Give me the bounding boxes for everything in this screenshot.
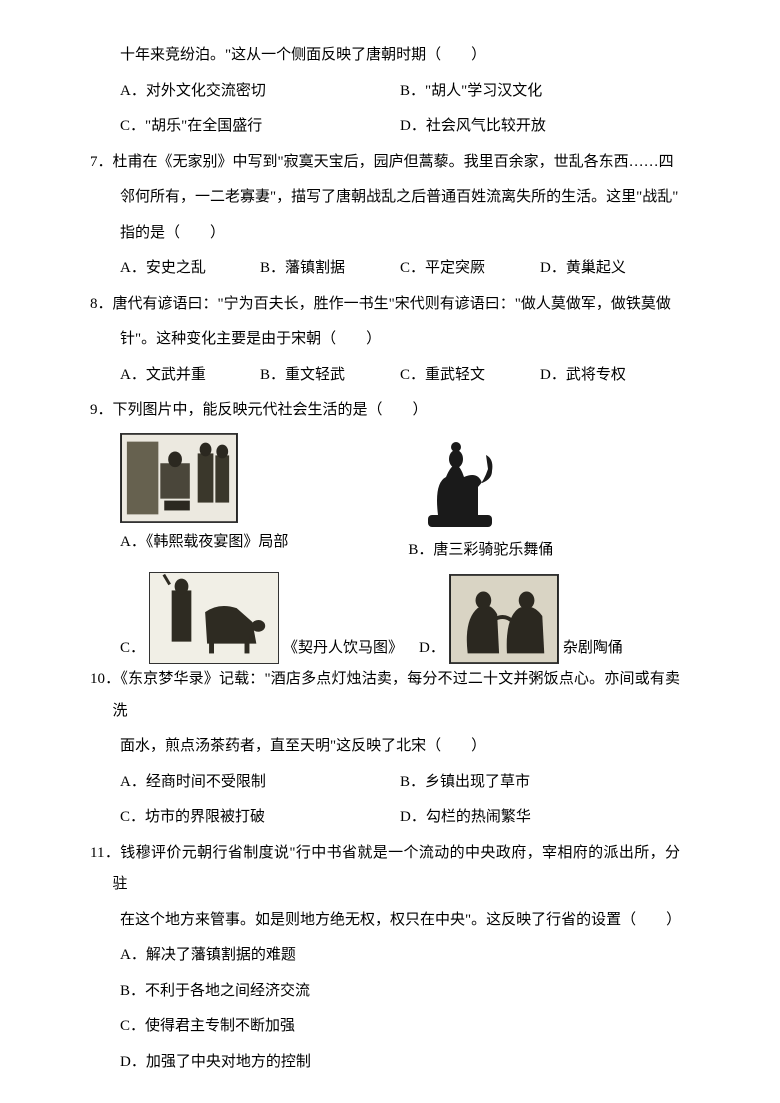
q11-opt-d[interactable]: D．加强了中央对地方的控制 bbox=[120, 1047, 680, 1079]
q11-stem-line1: 11．钱穆评价元朝行省制度说"行中书省就是一个流动的中央政府，宰相府的派出所，分… bbox=[90, 838, 680, 901]
q7-opt-d[interactable]: D．黄巢起义 bbox=[540, 253, 680, 285]
q9-img-c-cell: C． 《契丹人饮马图》 bbox=[120, 572, 403, 664]
q10-opt-d[interactable]: D．勾栏的热闹繁华 bbox=[400, 802, 680, 834]
q7-opt-a[interactable]: A．安史之乱 bbox=[120, 253, 260, 285]
q6-options-row1: A．对外文化交流密切 B．"胡人"学习汉文化 bbox=[120, 76, 680, 108]
q8-opt-b[interactable]: B．重文轻武 bbox=[260, 360, 400, 392]
q9-img-a-cell: A．《韩熙载夜宴图》局部 bbox=[120, 433, 288, 567]
q9-opt-b[interactable]: B．唐三彩骑驼乐舞俑 bbox=[408, 535, 553, 567]
q8-stem-line2: 针"。这种变化主要是由于宋朝（ ） bbox=[120, 324, 680, 356]
q11-stem-line2: 在这个地方来管事。如是则地方绝无权，权只在中央"。这反映了行省的设置（ ） bbox=[120, 905, 680, 937]
q6-continuation: 十年来竞纷泊。"这从一个侧面反映了唐朝时期（ ） bbox=[90, 40, 680, 72]
q6-options-row2: C．"胡乐"在全国盛行 D．社会风气比较开放 bbox=[120, 111, 680, 143]
q8-stem-line1: 8．唐代有谚语曰："宁为百夫长，胜作一书生"宋代则有谚语曰："做人莫做军，做铁莫… bbox=[90, 289, 680, 321]
q9-image-b bbox=[408, 433, 513, 531]
q10-opt-b[interactable]: B．乡镇出现了草市 bbox=[400, 767, 680, 799]
q7-opt-b[interactable]: B．藩镇割据 bbox=[260, 253, 400, 285]
q9-opt-d-prefix[interactable]: D． bbox=[419, 633, 445, 665]
q10-stem-line2: 面水，煎点汤茶药者，直至天明"这反映了北宋（ ） bbox=[120, 731, 680, 763]
q11-opt-c[interactable]: C．使得君主专制不断加强 bbox=[120, 1011, 680, 1043]
q9-opt-d-suffix[interactable]: 杂剧陶俑 bbox=[563, 633, 623, 665]
q8-opt-d[interactable]: D．武将专权 bbox=[540, 360, 680, 392]
camel-figurine-icon bbox=[408, 433, 513, 531]
q9-img-b-cell: B．唐三彩骑驼乐舞俑 bbox=[408, 433, 553, 567]
drama-figurines-icon bbox=[450, 574, 558, 664]
q6-opt-a[interactable]: A．对外文化交流密切 bbox=[120, 76, 400, 108]
q9-images-row1: A．《韩熙载夜宴图》局部 B．唐三彩骑驼乐舞俑 bbox=[120, 433, 680, 567]
q7-opt-c[interactable]: C．平定突厥 bbox=[400, 253, 540, 285]
q11-opt-b[interactable]: B．不利于各地之间经济交流 bbox=[120, 976, 680, 1008]
q9-image-c bbox=[149, 572, 279, 664]
q6-opt-b[interactable]: B．"胡人"学习汉文化 bbox=[400, 76, 680, 108]
q9-opt-c-suffix[interactable]: 《契丹人饮马图》 bbox=[283, 633, 403, 665]
night-banquet-icon bbox=[121, 433, 237, 523]
horse-drinking-icon bbox=[150, 572, 278, 664]
q10-stem-line1: 10．《东京梦华录》记载："酒店多点灯烛沽卖，每分不过二十文并粥饭点心。亦间或有… bbox=[90, 664, 680, 727]
q9-img-d-cell: D． 杂剧陶俑 bbox=[419, 574, 623, 664]
q9-opt-a[interactable]: A．《韩熙载夜宴图》局部 bbox=[120, 527, 288, 559]
q11-opt-a[interactable]: A．解决了藩镇割据的难题 bbox=[120, 940, 680, 972]
q9-image-d bbox=[449, 574, 559, 664]
q10-opt-c[interactable]: C．坊市的界限被打破 bbox=[120, 802, 400, 834]
q7-stem-line2: 邻何所有，一二老寡妻"，描写了唐朝战乱之后普通百姓流离失所的生活。这里"战乱" bbox=[120, 182, 680, 214]
q8-options: A．文武并重 B．重文轻武 C．重武轻文 D．武将专权 bbox=[120, 360, 680, 392]
q6-opt-d[interactable]: D．社会风气比较开放 bbox=[400, 111, 680, 143]
q10-options-row1: A．经商时间不受限制 B．乡镇出现了草市 bbox=[120, 767, 680, 799]
q8-opt-a[interactable]: A．文武并重 bbox=[120, 360, 260, 392]
q10-options-row2: C．坊市的界限被打破 D．勾栏的热闹繁华 bbox=[120, 802, 680, 834]
q9-image-a bbox=[120, 433, 238, 523]
q6-opt-c[interactable]: C．"胡乐"在全国盛行 bbox=[120, 111, 400, 143]
q9-images-row2: C． 《契丹人饮马图》 D． bbox=[120, 572, 680, 664]
q8-opt-c[interactable]: C．重武轻文 bbox=[400, 360, 540, 392]
q10-opt-a[interactable]: A．经商时间不受限制 bbox=[120, 767, 400, 799]
q9-stem: 9．下列图片中，能反映元代社会生活的是（ ） bbox=[90, 395, 680, 427]
q7-options: A．安史之乱 B．藩镇割据 C．平定突厥 D．黄巢起义 bbox=[120, 253, 680, 285]
q9-opt-c-prefix[interactable]: C． bbox=[120, 633, 145, 665]
q7-stem-line1: 7．杜甫在《无家别》中写到"寂寞天宝后，园庐但蒿藜。我里百余家，世乱各东西……四 bbox=[90, 147, 680, 179]
q7-stem-line3: 指的是（ ） bbox=[120, 218, 680, 250]
